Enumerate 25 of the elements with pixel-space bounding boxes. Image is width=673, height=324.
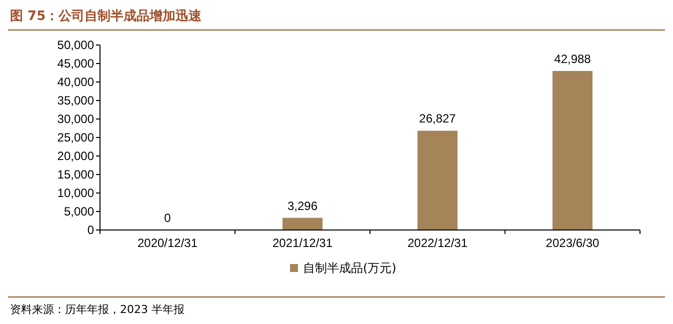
y-tick-label: 45,000 bbox=[57, 56, 94, 70]
x-tick-label: 2023/6/30 bbox=[546, 236, 600, 250]
data-label: 42,988 bbox=[554, 52, 592, 66]
x-tick-label: 2022/12/31 bbox=[407, 236, 468, 250]
y-tick-label: 30,000 bbox=[57, 112, 94, 126]
chart-title: 图 75：公司自制半成品增加迅速 bbox=[10, 8, 203, 24]
y-tick-label: 50,000 bbox=[57, 38, 94, 52]
y-tick-label: 25,000 bbox=[57, 130, 94, 144]
y-tick-label: 10,000 bbox=[57, 186, 94, 200]
x-tick-label: 2020/12/31 bbox=[137, 236, 198, 250]
bar bbox=[552, 70, 592, 230]
bar bbox=[282, 218, 322, 230]
y-tick-label: 40,000 bbox=[57, 75, 94, 89]
y-tick-label: 0 bbox=[87, 223, 94, 237]
text: 资料来源：历年年报，2023 半年报 bbox=[10, 303, 184, 316]
data-label: 0 bbox=[164, 211, 172, 225]
data-label: 26,827 bbox=[419, 112, 456, 126]
x-tick-label: 2021/12/31 bbox=[272, 236, 333, 250]
bar bbox=[418, 130, 458, 230]
y-tick-label: 20,000 bbox=[57, 149, 94, 163]
data-label: 3,296 bbox=[287, 198, 318, 213]
legend-label: 自制半成品(万元) bbox=[303, 261, 396, 275]
y-tick-label: 35,000 bbox=[57, 94, 94, 108]
y-tick-label: 15,000 bbox=[57, 168, 94, 182]
y-tick-label: 5,000 bbox=[64, 204, 94, 218]
